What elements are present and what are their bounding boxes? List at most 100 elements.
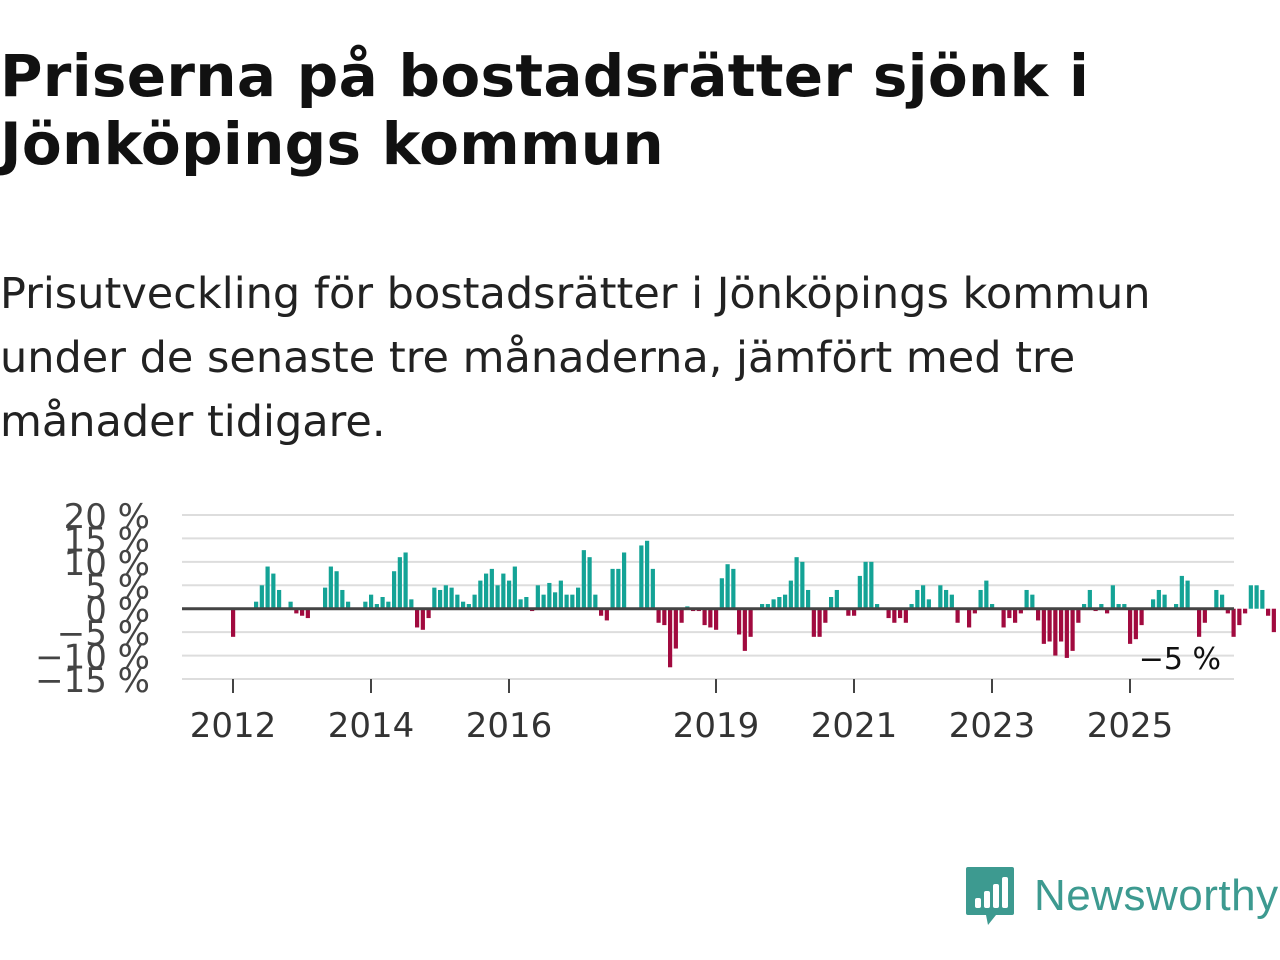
- bar: [1133, 608, 1138, 640]
- bar: [495, 585, 500, 609]
- bar: [892, 608, 897, 623]
- x-tick-label: 2025: [1087, 706, 1174, 746]
- bar: [461, 601, 466, 609]
- bar: [581, 550, 586, 609]
- bar: [443, 585, 448, 609]
- bar: [731, 568, 736, 609]
- bar: [673, 608, 678, 649]
- bar: [1018, 608, 1023, 614]
- bar: [1110, 585, 1115, 609]
- bar: [1076, 608, 1081, 623]
- bar: [1041, 608, 1046, 644]
- bar: [748, 608, 753, 637]
- bar: [760, 604, 765, 609]
- bar: [898, 608, 903, 619]
- x-tick-label: 2023: [949, 706, 1036, 746]
- bar: [547, 582, 552, 609]
- bar: [1214, 589, 1219, 609]
- bar: [1128, 608, 1133, 644]
- bar: [829, 597, 834, 609]
- bar: [903, 608, 908, 623]
- bar-chart: 20 %15 %10 %5 %0 %−5 %−10 %−15 %2012 2014…: [35, 497, 1276, 746]
- bar: [593, 594, 598, 609]
- bar: [869, 561, 874, 609]
- x-tick-label: 2019: [673, 706, 760, 746]
- bar: [512, 566, 517, 609]
- bar: [1197, 608, 1202, 637]
- bar: [656, 608, 661, 623]
- bar: [909, 604, 914, 609]
- bar: [783, 594, 788, 609]
- bar: [990, 604, 995, 609]
- bar: [340, 589, 345, 609]
- bar: [449, 587, 454, 609]
- bar: [294, 608, 299, 614]
- x-tick-label: 2021: [811, 706, 898, 746]
- bar: [1007, 608, 1012, 619]
- bar: [915, 589, 920, 609]
- bar: [501, 573, 506, 609]
- bar: [397, 557, 402, 609]
- bar: [1116, 604, 1121, 609]
- bar: [708, 608, 713, 628]
- bar: [610, 568, 615, 609]
- bar: [472, 594, 477, 609]
- bar: [305, 608, 310, 619]
- bar: [921, 585, 926, 609]
- bar: [823, 608, 828, 623]
- bar: [1179, 575, 1184, 609]
- bar: [857, 575, 862, 609]
- bar: [386, 601, 391, 609]
- last-value-label: −5 %: [1139, 642, 1221, 677]
- bar: [1087, 589, 1092, 609]
- bar: [518, 599, 523, 609]
- bar: [817, 608, 822, 637]
- bar: [1162, 594, 1167, 609]
- bar: [380, 597, 385, 609]
- bar: [662, 608, 667, 626]
- bar: [725, 564, 730, 609]
- bar: [788, 580, 793, 609]
- y-tick-label: −10 %: [35, 638, 150, 678]
- bar: [553, 592, 558, 609]
- bar: [1064, 608, 1069, 658]
- bar: [438, 589, 443, 609]
- bar: [668, 608, 673, 668]
- bar: [679, 608, 684, 623]
- newsworthy-logo[interactable]: Newsworthy: [964, 864, 1279, 928]
- bar: [409, 599, 414, 609]
- bar: [1047, 608, 1052, 642]
- bar: [570, 594, 575, 609]
- bar: [1013, 608, 1018, 623]
- bar: [604, 608, 609, 621]
- bar: [363, 601, 368, 609]
- bar: [599, 608, 604, 616]
- bar: [1151, 599, 1156, 609]
- bar: [415, 608, 420, 628]
- y-tick-label: 0 %: [85, 591, 150, 631]
- bar: [955, 608, 960, 623]
- bar: [346, 601, 351, 609]
- chart-subtitle: Prisutveckling för bostadsrätter i Jönkö…: [0, 269, 1151, 447]
- bar: [334, 571, 339, 609]
- bar: [265, 566, 270, 609]
- bar: [231, 608, 236, 637]
- bar: [576, 587, 581, 609]
- bar: [616, 568, 621, 609]
- bar: [944, 589, 949, 609]
- bar: [777, 597, 782, 609]
- bar: [1185, 580, 1190, 609]
- bar: [984, 580, 989, 609]
- bar: [392, 571, 397, 609]
- bar: [1271, 608, 1276, 633]
- bar: [535, 585, 540, 609]
- chart-title: Priserna på bostadsrätter sjönk i Jönköp…: [0, 42, 1090, 178]
- bar: [420, 608, 425, 630]
- bar: [478, 580, 483, 609]
- bar: [834, 589, 839, 609]
- bar: [622, 552, 627, 609]
- bar: [1036, 608, 1041, 621]
- bar: [978, 589, 983, 609]
- bar: [949, 594, 954, 609]
- bar: [1231, 608, 1236, 637]
